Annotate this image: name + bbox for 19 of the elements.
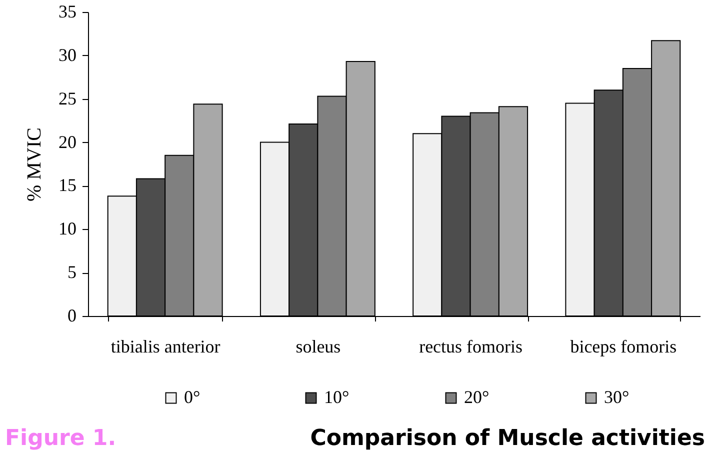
y-tick-label: 30 bbox=[58, 44, 76, 65]
y-tick-label: 25 bbox=[58, 88, 76, 108]
y-tick-label: 20 bbox=[58, 132, 76, 152]
x-tick-label: rectus fomoris bbox=[419, 336, 523, 356]
legend-label: 20° bbox=[464, 387, 490, 407]
x-tick-label: biceps fomoris bbox=[570, 336, 677, 356]
legend-label: 10° bbox=[324, 387, 350, 407]
y-axis-title: % MVIC bbox=[24, 128, 46, 202]
y-tick-label: 0 bbox=[68, 306, 76, 326]
x-tick-label: tibialis anterior bbox=[110, 336, 220, 356]
x-tick-label: soleus bbox=[296, 336, 341, 356]
legend-label: 30° bbox=[604, 387, 630, 407]
y-tick-label: 5 bbox=[68, 262, 76, 282]
y-tick-label: 10 bbox=[58, 218, 76, 239]
caption: Figure 1. bbox=[5, 426, 116, 451]
y-tick-label: 15 bbox=[58, 175, 76, 196]
legend-label: 0° bbox=[184, 387, 200, 407]
text: Comparison of Muscle activities bbox=[310, 426, 705, 451]
y-tick-label: 35 bbox=[58, 2, 76, 22]
